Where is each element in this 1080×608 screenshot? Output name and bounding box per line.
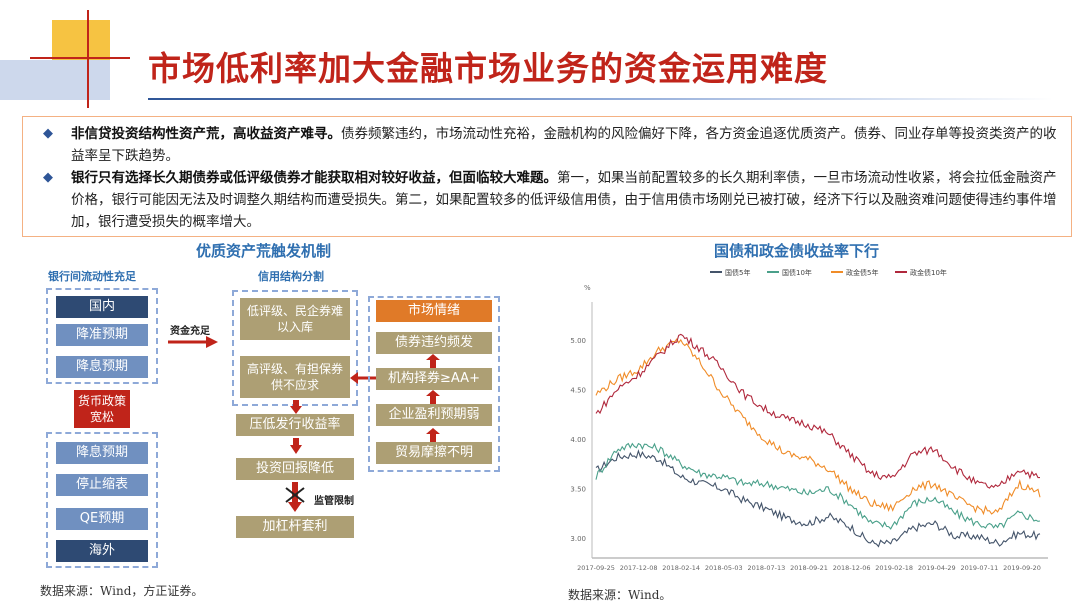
decor-blue-square [0,60,110,100]
down-arrow-1 [290,400,302,414]
x-tick-label: 2017-12-08 [620,564,658,572]
legend-label: 政金债10年 [910,268,947,277]
sentiment-group [368,296,500,472]
bullet-1: ◆ 非信贷投资结构性资产荒，高收益资产难寻。债券频繁违约，市场流动性充裕，金融机… [41,123,1061,167]
summary-box: ◆ 非信贷投资结构性资产荒，高收益资产难寻。债券频繁违约，市场流动性充裕，金融机… [22,116,1072,237]
bullet-2: ◆ 银行只有选择长久期债券或低评级债券才能获取相对较好收益，但面临较大难题。第一… [41,167,1061,233]
chart-source: 数据来源：Wind。 [568,588,672,602]
x-tick-label: 2017-09-25 [577,564,615,572]
y-tick-label: 4.50 [570,386,586,394]
decor-red-hline [30,57,130,59]
sentiment-header: 市场情绪 [376,300,492,322]
overseas-group [46,432,158,568]
y-axis-unit: % [584,284,591,292]
series-line [595,333,1040,489]
x-tick-label: 2018-09-21 [790,564,828,572]
stop-taper-box: 停止缩表 [56,474,148,496]
lower-return-box: 投资回报降低 [236,458,354,480]
domestic-group [46,288,158,384]
bullet-2-text: 第一，如果当前配置较多的长久期利率债，一旦市场流动性收紧，将会拉低金融资产价格，… [71,170,1057,230]
liquidity-label: 银行间流动性充足 [48,270,136,283]
aa-box: 机构择券≥AA+ [376,368,492,390]
chart-title: 国债和政金债收益率下行 [714,242,880,260]
y-tick-label: 3.50 [570,486,586,494]
rate-cut-box: 降息预期 [56,356,148,378]
default-box: 债券违约频发 [376,332,492,354]
bullet-1-text: 债券频繁违约，市场流动性充裕，金融机构的风险偏好下降，各方资金追逐优质资产。债券… [71,126,1057,164]
series-line [595,449,1041,548]
diamond-icon: ◆ [43,170,53,185]
monetary-easing-label: 货币政策宽松 [78,394,127,424]
right-arrow-icon [168,336,218,348]
legend-label: 国债5年 [725,268,750,277]
bullet-1-heading: 非信贷投资结构性资产荒，高收益资产难寻。 [71,126,341,142]
legend-label: 政金债5年 [846,268,878,277]
high-rating-box: 高评级、有担保券供不应求 [240,356,350,398]
leverage-box: 加杠杆套利 [236,516,354,538]
diagram-source: 数据来源：Wind，方正证券。 [40,584,204,598]
domestic-box: 国内 [56,296,148,318]
y-tick-label: 3.00 [570,535,586,543]
diamond-icon: ◆ [43,126,53,141]
trade-box: 贸易摩擦不明 [376,442,492,464]
legend-label: 国债10年 [782,268,812,277]
lower-yield-box: 压低发行收益率 [236,414,354,436]
x-tick-label: 2019-07-11 [961,564,999,572]
x-tick-label: 2018-12-06 [833,564,871,572]
series-line [595,338,1041,516]
funding-arrow-label: 资金充足 [170,326,210,337]
credit-label: 信用结构分割 [258,270,324,283]
blocked-arrow-icon [285,482,305,512]
x-tick-label: 2018-05-03 [705,564,743,572]
x-tick-label: 2019-04-29 [918,564,956,572]
page-title: 市场低利率加大金融市场业务的资金运用难度 [148,49,828,88]
title-underline [148,98,1053,100]
y-tick-label: 4.00 [570,436,586,444]
qe-box: QE预期 [56,508,148,530]
supervision-label: 监管限制 [314,496,354,507]
yield-line-chart: % 3.00 3.50 4.00 4.50 5.00 2017-09-25 2017-12-0… [570,268,1048,572]
x-tick-label: 2019-09-20 [1003,564,1041,572]
low-rating-box: 低评级、民企券难以入库 [240,298,350,340]
rrr-cut-box: 降准预期 [56,324,148,346]
diagram-title: 优质资产荒触发机制 [196,242,332,260]
x-tick-label: 2018-07-13 [748,564,786,572]
x-tick-label: 2019-02-18 [875,564,913,572]
rate-cut-overseas-box: 降息预期 [56,442,148,464]
decor-red-line [87,10,89,108]
down-arrow-2 [290,438,302,454]
series-line [595,442,1041,530]
overseas-box: 海外 [56,540,148,562]
bullet-2-heading: 银行只有选择长久期债券或低评级债券才能获取相对较好收益，但面临较大难题。 [71,170,557,186]
profit-box: 企业盈利预期弱 [376,404,492,426]
y-tick-label: 5.00 [570,337,586,345]
x-tick-label: 2018-02-14 [662,564,700,572]
right-up-arrows [426,354,440,442]
monetary-easing-box: 货币政策宽松 [74,390,130,428]
